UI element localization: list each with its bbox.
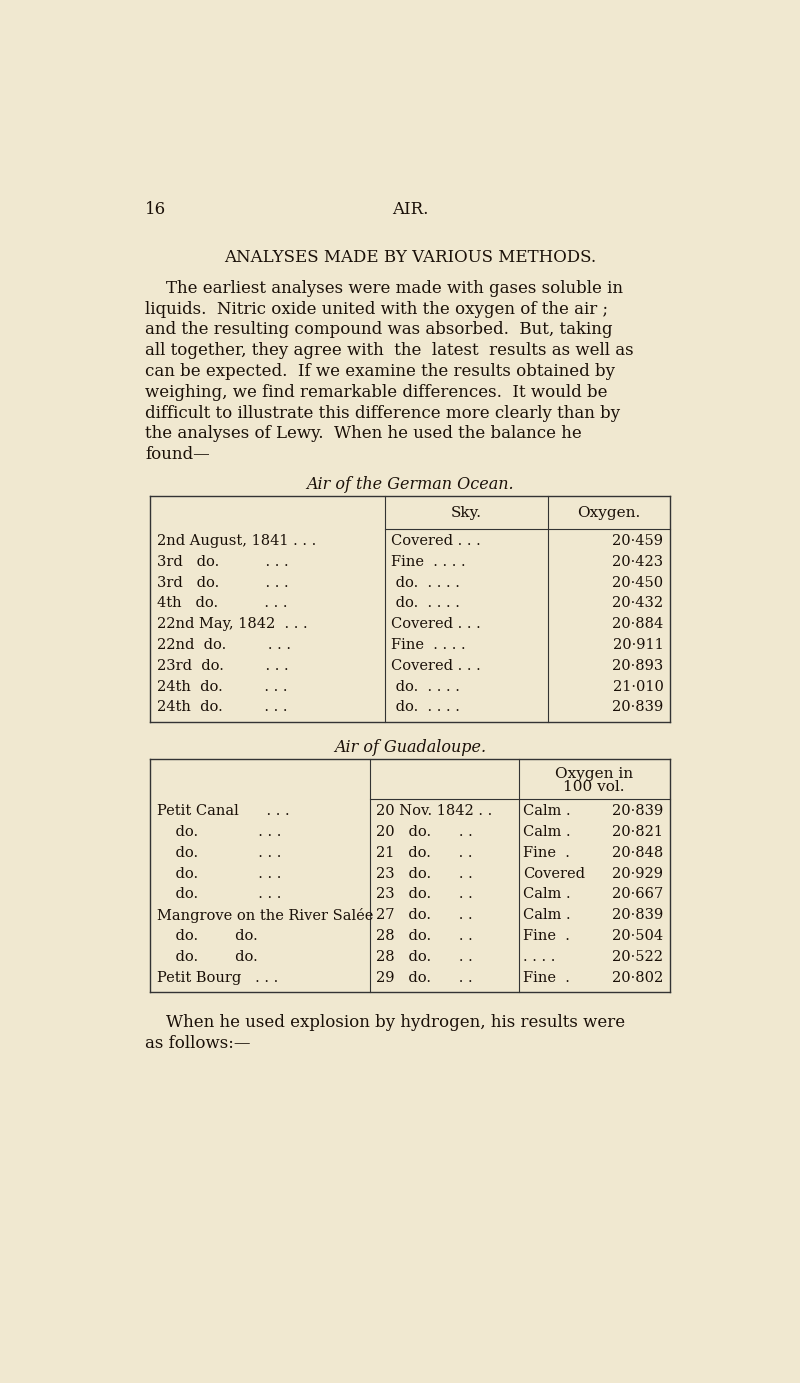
- Text: do.             . . .: do. . . .: [157, 846, 281, 860]
- Text: Oxygen.: Oxygen.: [577, 506, 641, 520]
- Text: and the resulting compound was absorbed.  But, taking: and the resulting compound was absorbed.…: [145, 321, 613, 339]
- Text: 23rd  do.         . . .: 23rd do. . . .: [157, 658, 288, 672]
- Text: 20·929: 20·929: [613, 867, 663, 881]
- Text: 22nd  do.         . . .: 22nd do. . . .: [157, 638, 290, 651]
- Text: Calm .: Calm .: [523, 909, 570, 922]
- Text: 22nd May, 1842  . . .: 22nd May, 1842 . . .: [157, 617, 307, 631]
- Text: The earliest analyses were made with gases soluble in: The earliest analyses were made with gas…: [145, 279, 623, 297]
- Text: 2nd August, 1841 . . .: 2nd August, 1841 . . .: [157, 534, 316, 548]
- Text: 28   do.      . .: 28 do. . .: [376, 950, 473, 964]
- Text: AIR.: AIR.: [392, 201, 428, 217]
- Text: 20·911: 20·911: [613, 638, 663, 651]
- Text: do.        do.: do. do.: [157, 929, 285, 943]
- Text: do.  . . . .: do. . . . .: [391, 700, 460, 715]
- Text: can be expected.  If we examine the results obtained by: can be expected. If we examine the resul…: [145, 364, 615, 380]
- Text: do.        do.: do. do.: [157, 950, 285, 964]
- Text: Covered . . .: Covered . . .: [391, 617, 481, 631]
- Text: 29   do.      . .: 29 do. . .: [376, 971, 473, 985]
- Text: Petit Canal      . . .: Petit Canal . . .: [157, 805, 290, 819]
- Text: 23   do.      . .: 23 do. . .: [376, 888, 473, 902]
- Text: the analyses of Lewy.  When he used the balance he: the analyses of Lewy. When he used the b…: [145, 426, 582, 443]
- Text: 4th   do.          . . .: 4th do. . . .: [157, 596, 287, 610]
- Text: Fine  .: Fine .: [523, 971, 570, 985]
- Text: 20   do.      . .: 20 do. . .: [376, 826, 473, 839]
- Text: Covered . . .: Covered . . .: [391, 534, 481, 548]
- Text: 20 Nov. 1842 . .: 20 Nov. 1842 . .: [376, 805, 492, 819]
- Text: 20·423: 20·423: [612, 555, 663, 568]
- Text: 20·667: 20·667: [612, 888, 663, 902]
- Text: do.  . . . .: do. . . . .: [391, 596, 460, 610]
- Text: 20·884: 20·884: [612, 617, 663, 631]
- Text: Sky.: Sky.: [451, 506, 482, 520]
- Text: all together, they agree with  the  latest  results as well as: all together, they agree with the latest…: [145, 342, 634, 360]
- Text: Covered . . .: Covered . . .: [391, 658, 481, 672]
- Text: Calm .: Calm .: [523, 826, 570, 839]
- Text: Fine  . . . .: Fine . . . .: [391, 638, 466, 651]
- Text: 20·504: 20·504: [612, 929, 663, 943]
- Text: Covered: Covered: [523, 867, 585, 881]
- Text: Air of Guadaloupe.: Air of Guadaloupe.: [334, 739, 486, 757]
- Text: 20·839: 20·839: [612, 700, 663, 715]
- Text: 28   do.      . .: 28 do. . .: [376, 929, 473, 943]
- Text: found—: found—: [145, 447, 210, 463]
- Text: 27   do.      . .: 27 do. . .: [376, 909, 473, 922]
- Text: Fine  . . . .: Fine . . . .: [391, 555, 466, 568]
- Text: 3rd   do.          . . .: 3rd do. . . .: [157, 575, 288, 589]
- Text: as follows:—: as follows:—: [145, 1034, 250, 1051]
- Text: 20·432: 20·432: [612, 596, 663, 610]
- Text: do.  . . . .: do. . . . .: [391, 575, 460, 589]
- Text: 20·893: 20·893: [612, 658, 663, 672]
- Text: Fine  .: Fine .: [523, 846, 570, 860]
- Text: liquids.  Nitric oxide united with the oxygen of the air ;: liquids. Nitric oxide united with the ox…: [145, 300, 608, 318]
- Text: 23   do.      . .: 23 do. . .: [376, 867, 473, 881]
- Text: When he used explosion by hydrogen, his results were: When he used explosion by hydrogen, his …: [145, 1014, 625, 1030]
- Text: 16: 16: [145, 201, 166, 217]
- Text: 24th  do.         . . .: 24th do. . . .: [157, 700, 287, 715]
- Text: 20·839: 20·839: [612, 909, 663, 922]
- Text: 100 vol.: 100 vol.: [563, 780, 625, 794]
- Text: Petit Bourg   . . .: Petit Bourg . . .: [157, 971, 278, 985]
- Text: Oxygen in: Oxygen in: [555, 766, 633, 780]
- Text: do.             . . .: do. . . .: [157, 867, 281, 881]
- Text: Fine  .: Fine .: [523, 929, 570, 943]
- Text: 24th  do.         . . .: 24th do. . . .: [157, 679, 287, 693]
- Text: Air of the German Ocean.: Air of the German Ocean.: [306, 476, 514, 494]
- Text: do.  . . . .: do. . . . .: [391, 679, 460, 693]
- Text: difficult to illustrate this difference more clearly than by: difficult to illustrate this difference …: [145, 405, 620, 422]
- Text: 20·459: 20·459: [613, 534, 663, 548]
- Text: 20·522: 20·522: [613, 950, 663, 964]
- Text: 20·848: 20·848: [612, 846, 663, 860]
- Text: Calm .: Calm .: [523, 888, 570, 902]
- Text: 20·821: 20·821: [613, 826, 663, 839]
- Text: 20·802: 20·802: [612, 971, 663, 985]
- Text: 21   do.      . .: 21 do. . .: [376, 846, 472, 860]
- Text: 20·450: 20·450: [612, 575, 663, 589]
- Text: 21·010: 21·010: [613, 679, 663, 693]
- Text: do.             . . .: do. . . .: [157, 826, 281, 839]
- Text: 3rd   do.          . . .: 3rd do. . . .: [157, 555, 288, 568]
- Text: ANALYSES MADE BY VARIOUS METHODS.: ANALYSES MADE BY VARIOUS METHODS.: [224, 249, 596, 266]
- Text: weighing, we find remarkable differences.  It would be: weighing, we find remarkable differences…: [145, 384, 607, 401]
- Text: Mangrove on the River Salée: Mangrove on the River Salée: [157, 909, 373, 924]
- Text: 20·839: 20·839: [612, 805, 663, 819]
- Text: do.             . . .: do. . . .: [157, 888, 281, 902]
- Text: . . . .: . . . .: [523, 950, 555, 964]
- Text: Calm .: Calm .: [523, 805, 570, 819]
